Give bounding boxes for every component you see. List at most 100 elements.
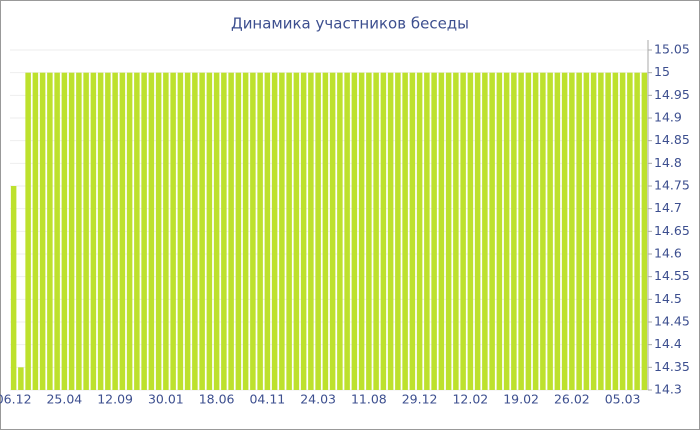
bar (547, 72, 553, 391)
bar (279, 72, 285, 391)
y-tick-label: 14.6 (654, 246, 682, 261)
bar (402, 72, 408, 391)
bar (105, 72, 111, 391)
bar (293, 72, 300, 391)
x-tick-label: 06.12 (0, 392, 32, 407)
bar (308, 72, 314, 391)
x-tick-label: 24.03 (300, 392, 336, 407)
bar (590, 72, 597, 391)
x-tick-label: 05.03 (605, 392, 641, 407)
y-tick-label: 14.45 (654, 314, 690, 329)
bar (148, 72, 155, 391)
x-tick-label: 19.02 (503, 392, 539, 407)
bar (119, 72, 126, 391)
bar (605, 72, 611, 391)
bar (199, 72, 205, 391)
bar (453, 72, 459, 391)
bar (141, 72, 147, 391)
bar (395, 72, 401, 391)
bar (300, 72, 307, 391)
bar (163, 72, 169, 391)
bar (221, 72, 227, 391)
bar (511, 72, 517, 391)
y-tick-label: 15.05 (654, 42, 690, 57)
bar (373, 72, 379, 391)
bar (170, 72, 176, 391)
bar (351, 72, 358, 391)
bar (54, 72, 60, 391)
bar (206, 72, 213, 391)
bar (612, 72, 619, 391)
bar (482, 72, 488, 391)
y-tick-label: 14.8 (654, 155, 682, 170)
bar (518, 72, 524, 391)
bar (257, 72, 263, 391)
bar (126, 72, 133, 391)
bar (68, 72, 75, 391)
bar (242, 72, 249, 391)
y-tick-label: 14.5 (654, 291, 682, 306)
bar (25, 72, 31, 391)
bar (18, 367, 24, 390)
bar (424, 72, 430, 391)
bar (532, 72, 539, 391)
bar (431, 72, 437, 391)
bar (134, 72, 140, 391)
x-tick-label: 11.08 (351, 392, 387, 407)
bar (112, 72, 118, 391)
bar (438, 72, 445, 391)
y-tick-label: 14.7 (654, 200, 682, 215)
bar (496, 72, 503, 391)
y-tick-label: 14.75 (654, 178, 690, 193)
x-tick-label: 25.04 (46, 392, 82, 407)
bar (337, 72, 343, 391)
bar (329, 72, 336, 391)
bar (213, 72, 220, 391)
bar (47, 72, 53, 391)
bar (576, 72, 582, 391)
bar (467, 72, 474, 391)
bar (97, 72, 104, 391)
y-tick-label: 14.85 (654, 132, 690, 147)
bar (641, 72, 648, 391)
bar (366, 72, 372, 391)
chart-title: Динамика участников беседы (231, 15, 469, 33)
y-tick-label: 14.3 (654, 382, 682, 397)
bar (264, 72, 271, 391)
bar (228, 72, 234, 391)
bar (561, 72, 568, 391)
bar (503, 72, 510, 391)
bar (155, 72, 162, 391)
bar (322, 72, 329, 391)
bar (32, 72, 39, 391)
bar (627, 72, 633, 391)
bar (76, 72, 82, 391)
bar (192, 72, 198, 391)
x-tick-label: 30.01 (148, 392, 184, 407)
bar (177, 72, 184, 391)
bar (358, 72, 365, 391)
x-tick-label: 04.11 (249, 392, 285, 407)
y-tick-label: 14.4 (654, 336, 682, 351)
y-tick-label: 14.95 (654, 87, 690, 102)
bar (184, 72, 191, 391)
x-tick-label: 26.02 (554, 392, 590, 407)
bar (250, 72, 256, 391)
bar (61, 72, 68, 391)
bar (474, 72, 481, 391)
y-tick-label: 14.35 (654, 359, 690, 374)
bar (387, 72, 394, 391)
bar (83, 72, 89, 391)
bar (416, 72, 423, 391)
x-tick-label: 12.02 (452, 392, 488, 407)
x-tick-label: 12.09 (97, 392, 133, 407)
x-tick-label: 29.12 (402, 392, 438, 407)
bar (10, 186, 17, 390)
y-tick-label: 15 (654, 64, 670, 79)
y-tick-label: 14.65 (654, 223, 690, 238)
bar (525, 72, 532, 391)
bar (315, 72, 321, 391)
bar (344, 72, 350, 391)
bar (634, 72, 640, 391)
